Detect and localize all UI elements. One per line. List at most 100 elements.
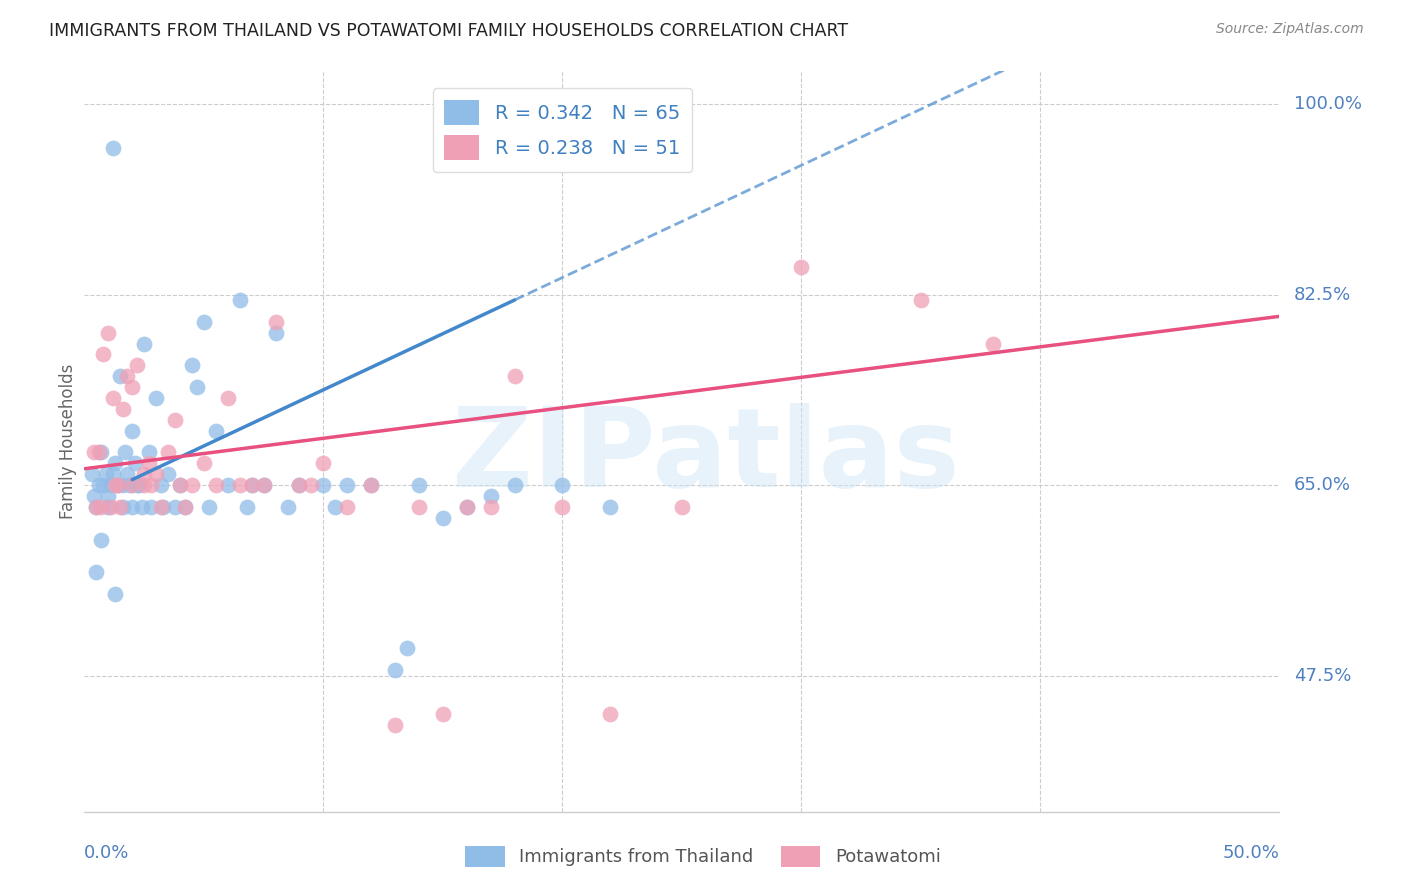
Point xyxy=(432,706,454,721)
Point xyxy=(121,380,143,394)
Point xyxy=(599,500,621,514)
Point xyxy=(599,706,621,721)
Point xyxy=(173,500,195,514)
Point xyxy=(312,478,335,492)
Point xyxy=(432,510,454,524)
Point xyxy=(456,500,478,514)
Point xyxy=(157,467,180,482)
Point xyxy=(503,369,526,384)
Point xyxy=(117,467,139,482)
Point xyxy=(141,500,163,514)
Point xyxy=(264,315,287,329)
Point xyxy=(149,478,172,492)
Point xyxy=(408,478,430,492)
Point xyxy=(197,500,219,514)
Point xyxy=(86,565,108,579)
Point xyxy=(360,478,382,492)
Point xyxy=(479,489,502,503)
Point xyxy=(121,424,143,438)
Point xyxy=(910,293,932,307)
Point xyxy=(229,293,252,307)
Text: Source: ZipAtlas.com: Source: ZipAtlas.com xyxy=(1216,22,1364,37)
Point xyxy=(217,391,239,405)
Text: IMMIGRANTS FROM THAILAND VS POTAWATOMI FAMILY HOUSEHOLDS CORRELATION CHART: IMMIGRANTS FROM THAILAND VS POTAWATOMI F… xyxy=(49,22,848,40)
Point xyxy=(479,500,502,514)
Point xyxy=(90,445,112,459)
Legend: Immigrants from Thailand, Potawatomi: Immigrants from Thailand, Potawatomi xyxy=(458,838,948,874)
Text: 65.0%: 65.0% xyxy=(1294,476,1351,494)
Point xyxy=(384,717,406,731)
Point xyxy=(169,478,191,492)
Point xyxy=(107,478,129,492)
Point xyxy=(97,326,120,340)
Legend: R = 0.342   N = 65, R = 0.238   N = 51: R = 0.342 N = 65, R = 0.238 N = 51 xyxy=(433,88,692,171)
Point xyxy=(124,456,146,470)
Point xyxy=(101,140,124,154)
Point xyxy=(186,380,208,394)
Point xyxy=(93,347,115,361)
Point xyxy=(360,478,382,492)
Text: 82.5%: 82.5% xyxy=(1294,285,1351,303)
Point xyxy=(277,500,299,514)
Point xyxy=(132,478,156,492)
Point xyxy=(240,478,263,492)
Point xyxy=(93,478,115,492)
Point xyxy=(110,500,132,514)
Point xyxy=(205,478,228,492)
Point xyxy=(111,401,134,416)
Point xyxy=(336,500,359,514)
Point xyxy=(145,391,167,405)
Point xyxy=(165,413,187,427)
Point xyxy=(104,456,127,470)
Point xyxy=(236,500,259,514)
Point xyxy=(193,315,215,329)
Text: 100.0%: 100.0% xyxy=(1294,95,1362,113)
Point xyxy=(80,467,103,482)
Point xyxy=(384,663,406,677)
Point xyxy=(181,359,204,373)
Point xyxy=(253,478,276,492)
Point xyxy=(325,500,347,514)
Point xyxy=(110,369,132,384)
Point xyxy=(90,533,112,547)
Point xyxy=(165,500,187,514)
Point xyxy=(104,587,127,601)
Point xyxy=(104,478,127,492)
Point xyxy=(152,500,174,514)
Point xyxy=(181,478,204,492)
Point xyxy=(121,478,143,492)
Point xyxy=(97,489,120,503)
Point xyxy=(128,478,150,492)
Point xyxy=(125,478,148,492)
Point xyxy=(790,260,813,275)
Point xyxy=(83,489,105,503)
Point xyxy=(87,478,110,492)
Text: ZIPatlas: ZIPatlas xyxy=(451,403,960,510)
Point xyxy=(312,456,335,470)
Point xyxy=(107,478,129,492)
Point xyxy=(981,336,1004,351)
Point xyxy=(86,500,108,514)
Point xyxy=(217,478,239,492)
Point xyxy=(253,478,276,492)
Point xyxy=(149,500,172,514)
Point xyxy=(138,445,160,459)
Point xyxy=(121,500,143,514)
Point xyxy=(97,500,120,514)
Point xyxy=(551,478,574,492)
Point xyxy=(90,500,112,514)
Point xyxy=(205,424,228,438)
Y-axis label: Family Households: Family Households xyxy=(59,364,77,519)
Point xyxy=(111,478,134,492)
Point xyxy=(456,500,478,514)
Point xyxy=(118,478,141,492)
Text: 47.5%: 47.5% xyxy=(1294,666,1351,685)
Point xyxy=(336,478,359,492)
Point xyxy=(101,391,124,405)
Point xyxy=(141,478,163,492)
Point xyxy=(145,467,167,482)
Point xyxy=(157,445,180,459)
Point xyxy=(131,500,153,514)
Point xyxy=(193,456,215,470)
Point xyxy=(671,500,693,514)
